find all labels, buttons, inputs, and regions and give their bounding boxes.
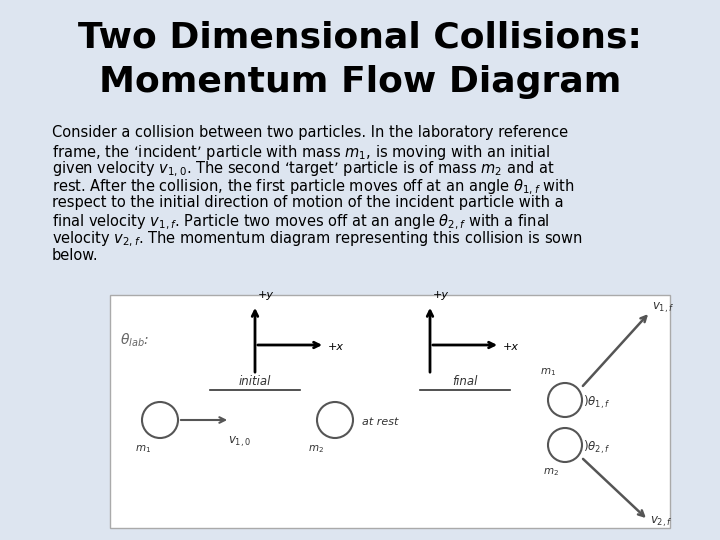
Text: respect to the initial direction of motion of the incident particle with a: respect to the initial direction of moti… [52,195,564,210]
Text: +y: +y [433,290,449,300]
Text: velocity $v_{2,f}$. The momentum diagram representing this collision is sown: velocity $v_{2,f}$. The momentum diagram… [52,230,582,249]
Text: $m_1$: $m_1$ [135,443,151,455]
Text: Momentum Flow Diagram: Momentum Flow Diagram [99,65,621,99]
Text: +x: +x [328,342,344,352]
Text: final: final [452,375,477,388]
Text: Two Dimensional Collisions:: Two Dimensional Collisions: [78,21,642,55]
Text: initial: initial [239,375,271,388]
Text: frame, the ‘incident’ particle with mass $m_1$, is moving with an initial: frame, the ‘incident’ particle with mass… [52,143,550,161]
Text: +x: +x [503,342,519,352]
Text: below.: below. [52,247,99,262]
Text: $v_{2,f}$: $v_{2,f}$ [650,515,672,529]
Text: $\theta_{lab}$:: $\theta_{lab}$: [120,332,149,349]
Text: rest. After the collision, the first particle moves off at an angle $\theta_{1,f: rest. After the collision, the first par… [52,178,575,197]
Text: $m_1$: $m_1$ [540,366,556,378]
Text: $)\theta_{2,f}$: $)\theta_{2,f}$ [583,438,610,456]
Text: given velocity $v_{1,0}$. The second ‘target’ particle is of mass $m_2$ and at: given velocity $v_{1,0}$. The second ‘ta… [52,160,555,179]
Text: +y: +y [258,290,274,300]
Text: $v_{1,0}$: $v_{1,0}$ [228,435,251,449]
Text: at rest: at rest [362,417,398,427]
Text: $)\theta_{1,f}$: $)\theta_{1,f}$ [583,393,610,411]
Text: $m_2$: $m_2$ [543,466,559,478]
Text: final velocity $v_{1,f}$. Particle two moves off at an angle $\theta_{2,f}$ with: final velocity $v_{1,f}$. Particle two m… [52,213,550,232]
Text: Consider a collision between two particles. In the laboratory reference: Consider a collision between two particl… [52,125,568,140]
Bar [110,295,670,528]
Text: $m_2$: $m_2$ [308,443,324,455]
Text: $v_{1,f}$: $v_{1,f}$ [652,301,675,315]
